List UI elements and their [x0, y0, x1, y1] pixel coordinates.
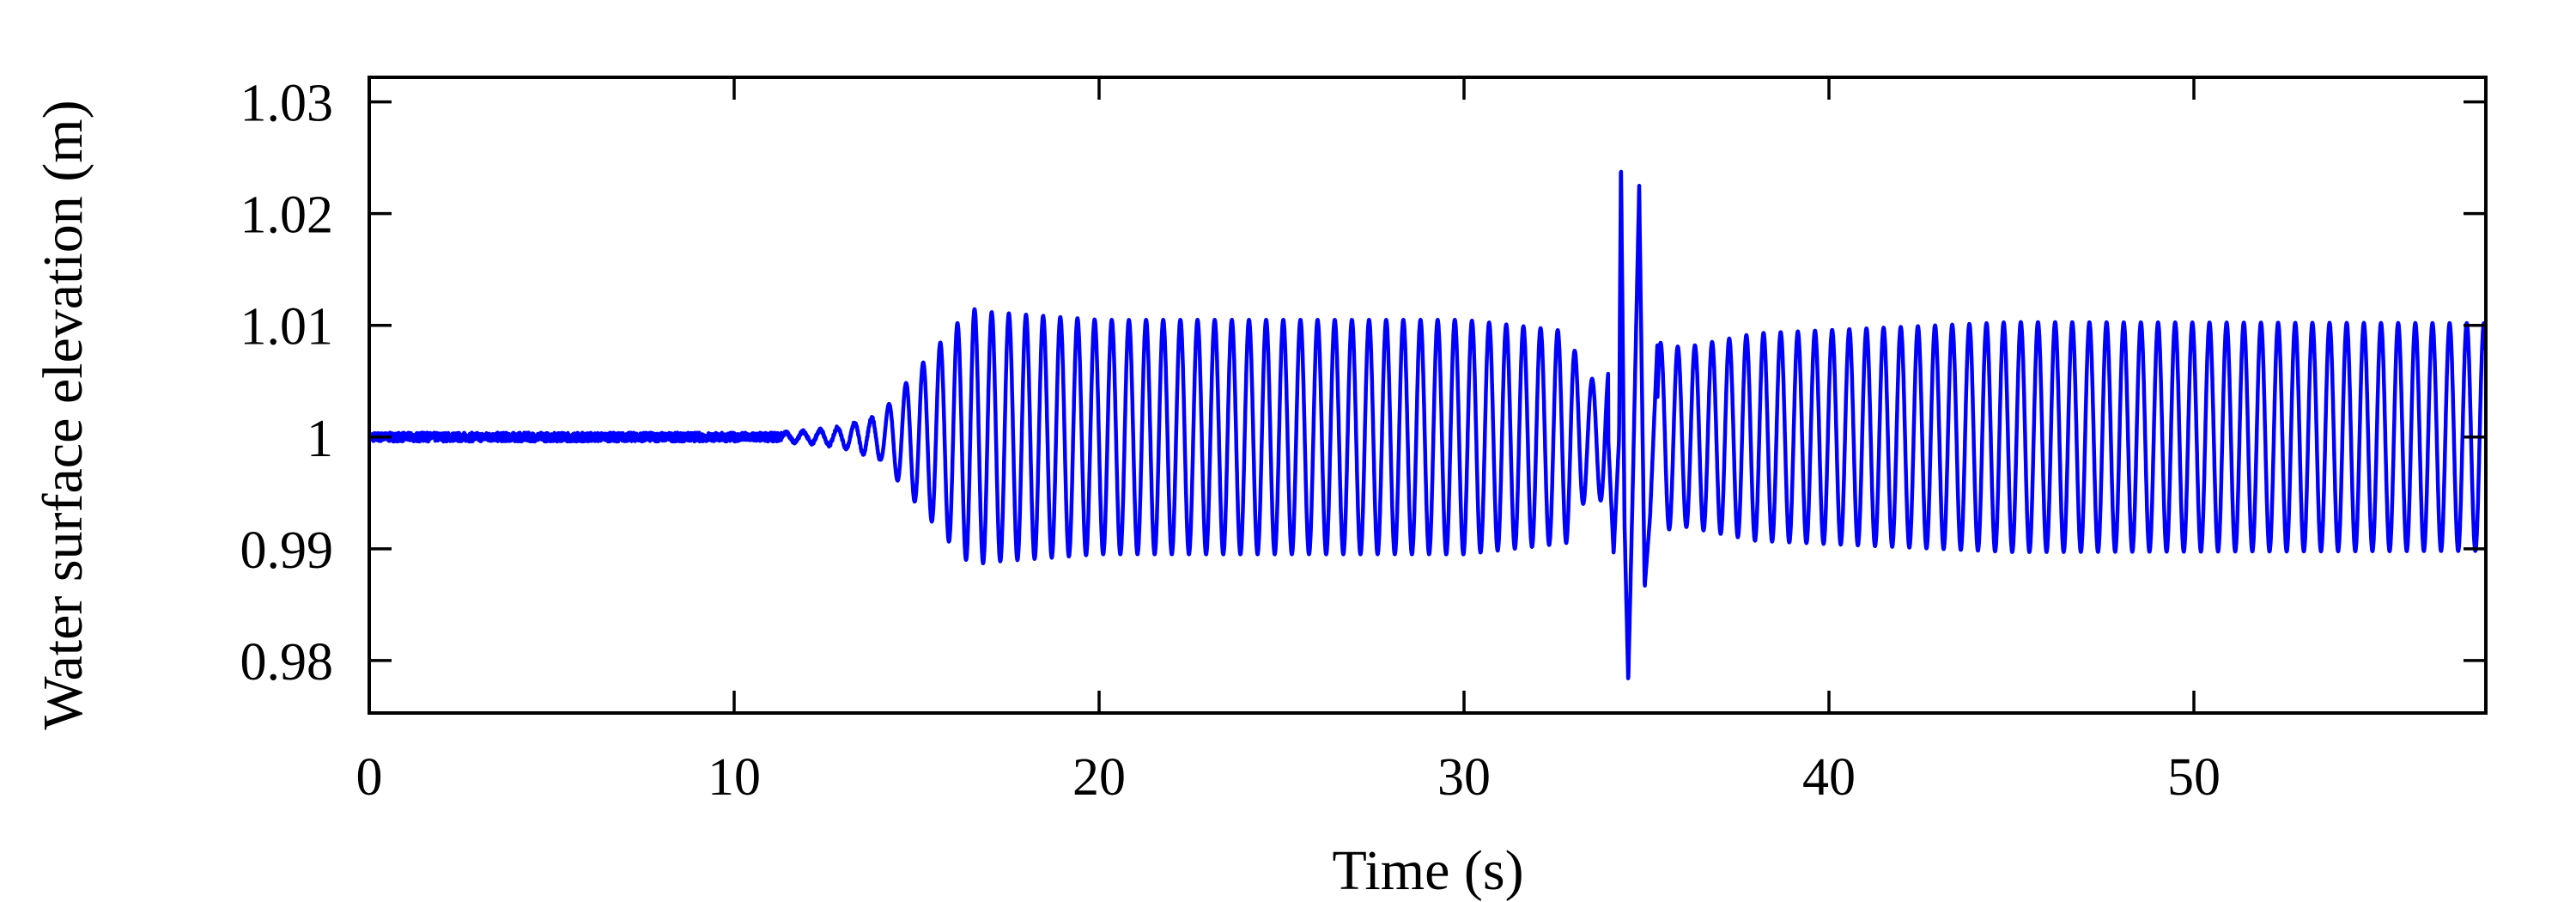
plot-area: [368, 76, 2488, 715]
axis-ticks: 0 10 20 30 40 50 0.98 0.99 1 1.01 1.02 1.03: [240, 75, 2486, 807]
y-tick-label: 1.02: [240, 186, 334, 245]
y-tick-label: 1.03: [240, 75, 334, 133]
y-tick-label: 1.01: [240, 298, 334, 357]
plot-frame: [368, 76, 2488, 715]
x-tick-label: 20: [1072, 748, 1126, 807]
x-tick-label: 0: [356, 748, 383, 807]
x-tick-label: 50: [2167, 748, 2221, 807]
y-tick-label: 0.98: [240, 633, 334, 692]
y-tick-label: 1: [307, 410, 333, 468]
x-tick-label: 40: [1802, 748, 1856, 807]
x-tick-label: 30: [1437, 748, 1491, 807]
series-line: [369, 169, 2486, 680]
y-tick-label: 0.99: [240, 521, 334, 580]
y-axis-label: Water surface elevation (m): [32, 100, 94, 729]
x-tick-label: 10: [708, 748, 761, 807]
x-axis-label: Time (s): [1332, 839, 1523, 902]
